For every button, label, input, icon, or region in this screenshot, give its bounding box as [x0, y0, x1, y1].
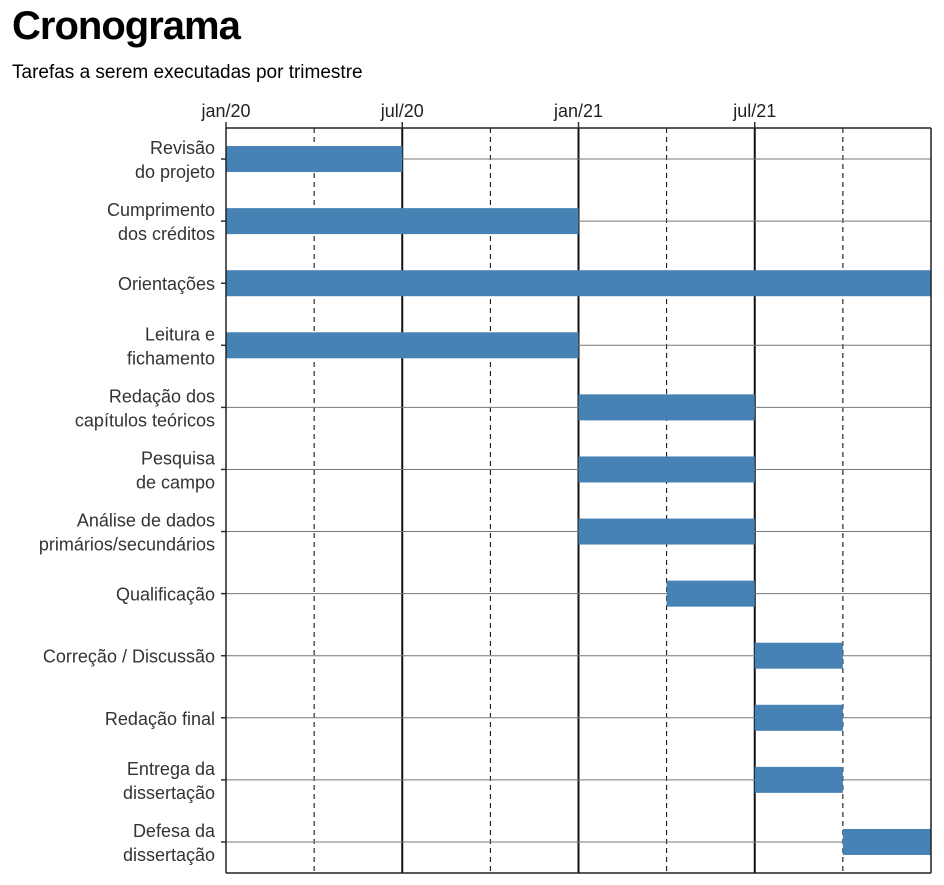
- task-bar: [578, 394, 755, 421]
- task-label: Revisão: [150, 138, 215, 158]
- task-label: dos créditos: [118, 224, 215, 244]
- task-label: capítulos teóricos: [75, 410, 215, 430]
- task-label: de campo: [136, 472, 215, 492]
- x-tick-label: jul/21: [732, 101, 776, 121]
- task-bar: [226, 146, 403, 173]
- task-bar: [578, 518, 755, 545]
- x-tick-label: jan/20: [200, 101, 250, 121]
- task-bar: [754, 766, 843, 793]
- task-label: Leitura e: [145, 324, 215, 344]
- task-bar: [666, 580, 755, 607]
- task-label: fichamento: [127, 348, 215, 368]
- task-bar: [226, 270, 931, 297]
- task-label: Orientações: [118, 274, 215, 294]
- task-label: Defesa da: [133, 821, 216, 841]
- task-label: Pesquisa: [141, 448, 216, 468]
- task-label: Redação dos: [109, 386, 215, 406]
- task-bar: [842, 828, 931, 855]
- task-label: dissertação: [123, 845, 215, 865]
- chart-subtitle: Tarefas a serem executadas por trimestre: [12, 62, 363, 83]
- task-label: Correção / Discussão: [43, 647, 215, 667]
- task-label: Cumprimento: [107, 200, 215, 220]
- task-label: Redação final: [105, 709, 215, 729]
- task-label: Entrega da: [127, 759, 216, 779]
- task-bar: [226, 332, 579, 359]
- task-bar: [578, 456, 755, 483]
- x-tick-label: jul/20: [380, 101, 424, 121]
- task-bar: [754, 704, 843, 731]
- chart-title: Cronograma: [12, 4, 241, 48]
- task-bar: [226, 208, 579, 235]
- task-bar: [754, 642, 843, 669]
- x-tick-label: jan/21: [553, 101, 603, 121]
- task-label: dissertação: [123, 783, 215, 803]
- task-label: Análise de dados: [77, 511, 215, 531]
- task-label: do projeto: [135, 162, 215, 182]
- task-label: Qualificação: [116, 585, 215, 605]
- task-label: primários/secundários: [39, 535, 215, 555]
